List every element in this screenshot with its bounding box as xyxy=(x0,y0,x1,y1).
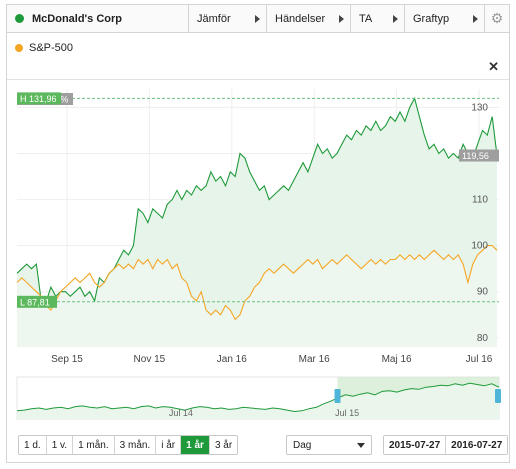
range-selector: 1 d. 1 v. 1 mån. 3 mån. i år 1 år 3 år xyxy=(18,435,239,455)
compare-button[interactable]: Jämför xyxy=(189,5,267,32)
ta-label: TA xyxy=(359,12,373,25)
from-date-input[interactable]: 2015-07-27 xyxy=(384,436,447,454)
navigator-handle-right[interactable] xyxy=(495,389,501,403)
last-badge-bg xyxy=(459,149,499,162)
chart-toolbar: McDonald's Corp Jämför Händelser TA Graf… xyxy=(7,5,509,33)
navigator-area xyxy=(17,383,499,419)
range-button[interactable]: 1 år xyxy=(181,436,210,454)
events-label: Händelser xyxy=(275,12,326,25)
range-button[interactable]: 3 år xyxy=(209,436,238,454)
range-button[interactable]: 3 mån. xyxy=(114,436,157,454)
y-tick-label: 80 xyxy=(477,333,489,344)
range-button[interactable]: 1 mån. xyxy=(73,436,115,454)
range-controls: 1 d. 1 v. 1 mån. 3 mån. i år 1 år 3 år xyxy=(18,435,239,455)
caret-right-icon xyxy=(255,15,260,23)
y-tick-label: 100 xyxy=(471,241,488,252)
navigator-handle-left[interactable] xyxy=(334,389,341,403)
x-tick-label: Mar 16 xyxy=(299,354,331,365)
to-date-input[interactable]: 2016-07-27 xyxy=(446,436,508,454)
range-button[interactable]: 1 v. xyxy=(46,436,74,454)
compare-label: Jämför xyxy=(197,12,231,25)
low-badge: L 87,81 xyxy=(20,297,50,307)
legend-color-dot xyxy=(15,44,23,52)
instrument-color-dot xyxy=(15,14,24,23)
ta-button[interactable]: TA xyxy=(351,5,405,32)
x-tick-label: Jul 16 xyxy=(466,354,493,365)
x-tick-label: Jan 16 xyxy=(217,354,247,365)
instrument-name: McDonald's Corp xyxy=(32,12,123,25)
x-tick-label: Sep 15 xyxy=(51,354,83,365)
y-tick-label: 110 xyxy=(472,195,488,206)
high-badge: H 131,96 xyxy=(20,94,57,104)
low-badge-bg xyxy=(17,295,57,308)
legend-label: S&P-500 xyxy=(29,42,74,54)
range-button[interactable]: i år xyxy=(156,436,182,454)
high-badge-bg xyxy=(17,92,61,105)
caret-right-icon xyxy=(339,15,344,23)
caret-right-icon xyxy=(473,15,478,23)
series-area-sp500 xyxy=(17,245,497,347)
chart-type-label: Graftyp xyxy=(413,12,450,25)
chevron-down-icon xyxy=(357,443,365,448)
x-tick-label: Nov 15 xyxy=(134,354,166,365)
navigator-label: Jul 14 xyxy=(169,408,193,418)
chart-widget: McDonald's Corp Jämför Händelser TA Graf… xyxy=(6,4,510,463)
navigator-label: Jul 15 xyxy=(335,408,359,418)
x-tick-label: Maj 16 xyxy=(382,354,412,365)
caret-right-icon xyxy=(393,15,398,23)
gear-icon[interactable]: ⚙ xyxy=(490,10,504,26)
series-line-mcdonalds xyxy=(16,96,498,303)
divider xyxy=(7,79,509,80)
legend-sp500[interactable]: S&P-500 xyxy=(15,42,73,54)
interval-select[interactable]: Dag xyxy=(286,435,372,455)
interval-value: Dag xyxy=(293,439,312,451)
date-range: 2015-07-27 2016-07-27 xyxy=(383,435,509,455)
y-tick-label: 90 xyxy=(477,287,489,298)
range-button[interactable]: 1 d. xyxy=(19,436,47,454)
series-line-sp500 xyxy=(16,245,498,321)
last-badge: 119,56 xyxy=(462,151,489,161)
close-icon[interactable]: ✕ xyxy=(488,59,499,74)
events-button[interactable]: Händelser xyxy=(267,5,351,32)
y-tick-label: 130 xyxy=(471,102,488,113)
instrument-title: McDonald's Corp xyxy=(7,5,189,32)
navigator-line xyxy=(16,382,500,413)
chart-type-button[interactable]: Graftyp xyxy=(405,5,485,32)
